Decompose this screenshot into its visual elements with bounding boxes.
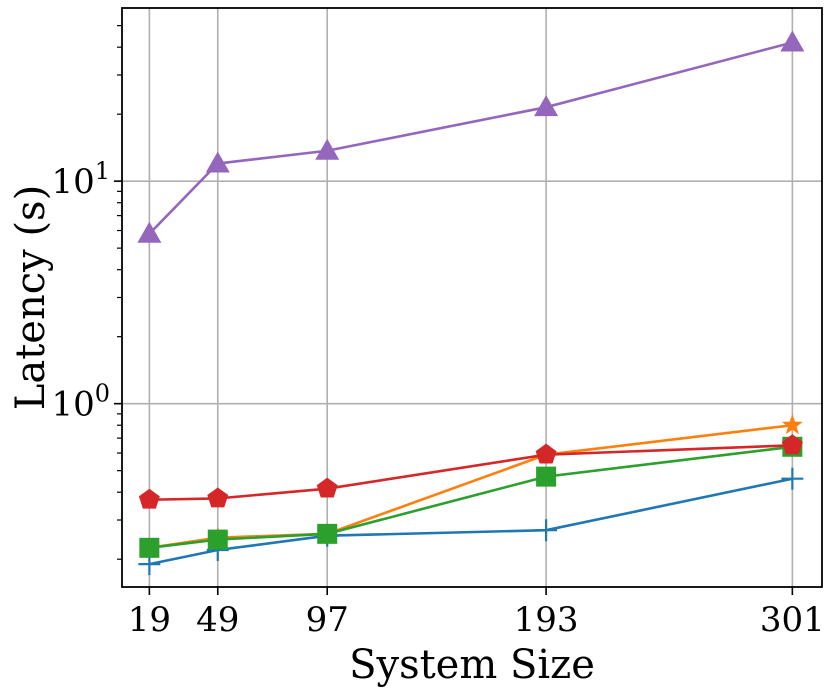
x-tick-label: 49 <box>196 600 239 640</box>
plot-frame <box>121 7 823 588</box>
series-green-point <box>536 466 557 487</box>
series-layer <box>137 30 805 576</box>
axis-ticks <box>114 180 794 595</box>
series-purple-point <box>780 30 805 52</box>
x-axis-title: System Size <box>349 642 595 688</box>
series-red-point <box>207 487 229 508</box>
series-red <box>138 434 803 509</box>
series-blue-point <box>781 467 804 490</box>
series-purple-point <box>534 95 559 117</box>
series-purple-line <box>148 41 793 235</box>
grid-lines <box>122 8 822 587</box>
series-green <box>139 436 803 558</box>
series-purple-point <box>137 221 162 243</box>
series-green-point <box>139 537 160 558</box>
series-purple-point <box>315 138 340 160</box>
series-blue-point <box>535 519 558 542</box>
series-red-line <box>149 444 793 502</box>
series-green-point <box>317 523 338 544</box>
x-tick-label: 19 <box>128 600 171 640</box>
series-purple-point <box>205 151 230 173</box>
series-red-point <box>535 443 557 464</box>
x-tick-label: 301 <box>760 600 825 640</box>
series-blue-line <box>149 477 793 566</box>
series-red-point <box>138 488 160 509</box>
x-tick-label: 97 <box>306 600 349 640</box>
series-orange <box>138 414 803 557</box>
series-green-point <box>207 529 228 550</box>
x-tick-label: 193 <box>514 600 579 640</box>
y-axis-title: Latency (s) <box>8 185 54 410</box>
series-orange-point <box>781 414 803 435</box>
series-red-point <box>316 477 338 498</box>
series-blue <box>138 467 804 576</box>
series-purple <box>137 30 805 243</box>
tick-labels: 19 49 97 193 301 100 101 <box>51 157 824 640</box>
series-orange-line <box>149 423 793 550</box>
series-red-point <box>781 434 803 455</box>
y-tick-label: 101 <box>51 157 110 202</box>
y-tick-label: 100 <box>51 380 110 425</box>
